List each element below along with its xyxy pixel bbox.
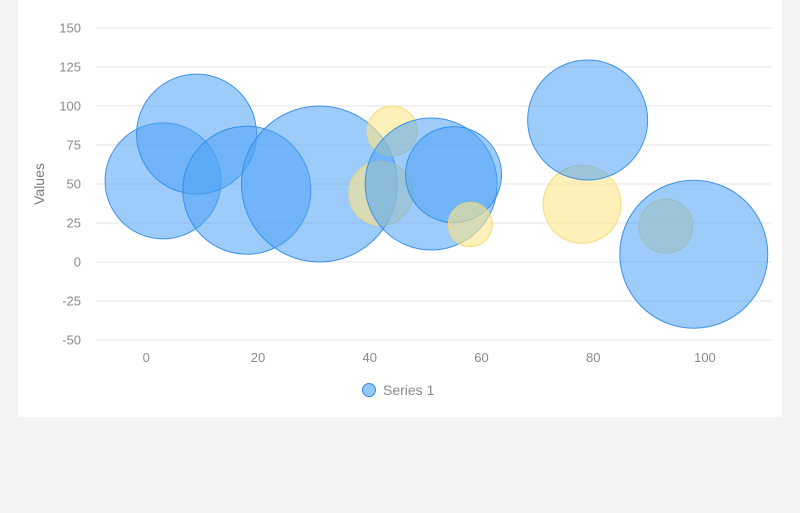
x-tick-label: 60 <box>474 350 488 365</box>
bubbles <box>104 59 769 329</box>
y-tick-label: -25 <box>62 294 81 309</box>
x-axis-ticks: 0 20 40 60 80 100 <box>143 350 716 365</box>
y-axis-title: Values <box>31 163 47 205</box>
x-tick-label: 40 <box>363 350 377 365</box>
y-tick-label: 0 <box>74 255 81 270</box>
y-tick-label: 125 <box>59 60 81 75</box>
y-tick-label: 75 <box>67 138 81 153</box>
y-tick-label: 25 <box>67 216 81 231</box>
y-tick-label: 100 <box>59 99 81 114</box>
x-tick-label: 80 <box>586 350 600 365</box>
y-tick-label: 50 <box>67 177 81 192</box>
bubble-point[interactable] <box>619 179 769 329</box>
x-tick-label: 0 <box>143 350 150 365</box>
y-axis-ticks: -50 -25 0 25 50 75 100 125 150 <box>59 21 81 348</box>
y-tick-label: 150 <box>59 21 81 36</box>
y-tick-label: -50 <box>62 333 81 348</box>
bubble-point[interactable] <box>405 126 503 224</box>
legend-label-series-1[interactable]: Series 1 <box>383 382 435 398</box>
legend[interactable]: Series 1 <box>362 382 435 398</box>
legend-marker-series-1[interactable] <box>362 383 376 397</box>
x-tick-label: 20 <box>251 350 265 365</box>
bubble-point[interactable] <box>527 59 649 181</box>
bubble-point[interactable] <box>447 202 493 248</box>
x-tick-label: 100 <box>694 350 716 365</box>
